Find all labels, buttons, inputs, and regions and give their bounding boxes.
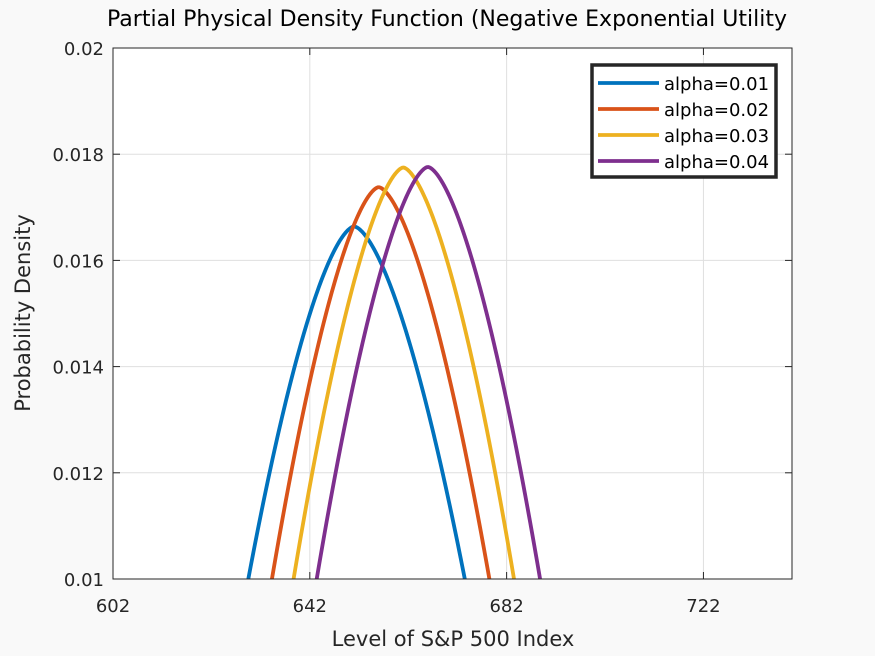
legend-entry-label: alpha=0.03	[664, 126, 769, 147]
legend: alpha=0.01 alpha=0.02 alpha=0.03 alpha=0.04	[590, 63, 778, 179]
y-tick-label: 0.01	[64, 570, 104, 591]
series-line-alpha-0-02	[270, 185, 492, 580]
y-tick-label: 0.016	[52, 251, 104, 272]
series-line-alpha-0-01	[246, 224, 467, 580]
x-axis-label: Level of S&P 500 Index	[332, 627, 575, 651]
legend-entry-label: alpha=0.04	[664, 152, 769, 173]
chart-title: Partial Physical Density Function (Negat…	[107, 7, 787, 32]
y-axis-tick-labels: 0.01 0.012 0.014 0.016 0.018 0.02	[52, 39, 104, 591]
x-tick-label: 642	[293, 596, 327, 617]
y-tick-label: 0.02	[64, 39, 104, 60]
series-line-alpha-0-04	[314, 165, 542, 580]
x-axis-tick-labels: 602 642 682 722	[96, 596, 721, 617]
y-tick-label: 0.018	[52, 145, 104, 166]
series-lines	[246, 165, 542, 580]
x-tick-label: 682	[489, 596, 523, 617]
plot-frame	[112, 47, 793, 580]
legend-entry-label: alpha=0.01	[664, 74, 769, 95]
axis-ticks	[112, 47, 792, 580]
series-line-alpha-0-03	[291, 165, 516, 580]
y-tick-label: 0.012	[52, 464, 104, 485]
x-tick-label: 722	[686, 596, 720, 617]
y-axis-label: Probability Density	[11, 214, 35, 412]
x-tick-label: 602	[96, 596, 130, 617]
legend-entry-label: alpha=0.02	[664, 100, 769, 121]
y-tick-label: 0.014	[52, 358, 104, 379]
